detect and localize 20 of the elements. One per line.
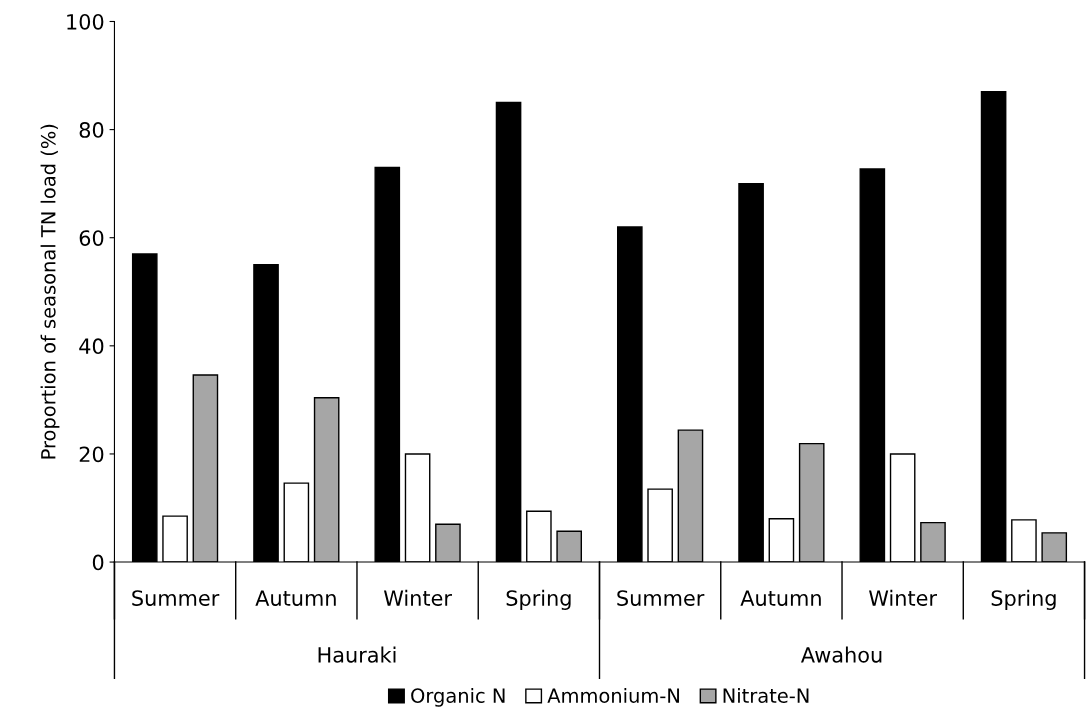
x-tick-label: Summer xyxy=(617,590,705,606)
y-tick-label: 60 xyxy=(79,230,104,246)
x-tick-label: Autumn xyxy=(740,590,821,606)
legend-label: Organic N xyxy=(411,687,505,707)
x-tick-label: Spring xyxy=(506,589,571,610)
x-tick-label: Winter xyxy=(869,589,937,606)
legend-label: Ammonium-N xyxy=(547,687,679,703)
y-tick-label: 20 xyxy=(79,446,104,463)
y-tick-label: 0 xyxy=(92,554,104,571)
y-tick-label: 40 xyxy=(79,338,104,355)
x-tick-label: Summer xyxy=(132,590,220,606)
x-tick-label: Winter xyxy=(383,589,452,606)
x-tick-label: Spring xyxy=(991,589,1056,610)
y-axis-title: Proportion of seasonal TN load (%) xyxy=(40,124,60,459)
y-tick-label: 100 xyxy=(67,13,104,30)
text: Hauraki xyxy=(318,646,396,663)
x-tick-label: Autumn xyxy=(255,590,336,606)
text: Awahou xyxy=(801,646,882,663)
legend-label: Nitrate-N xyxy=(723,687,809,703)
y-tick-label: 80 xyxy=(79,122,104,138)
